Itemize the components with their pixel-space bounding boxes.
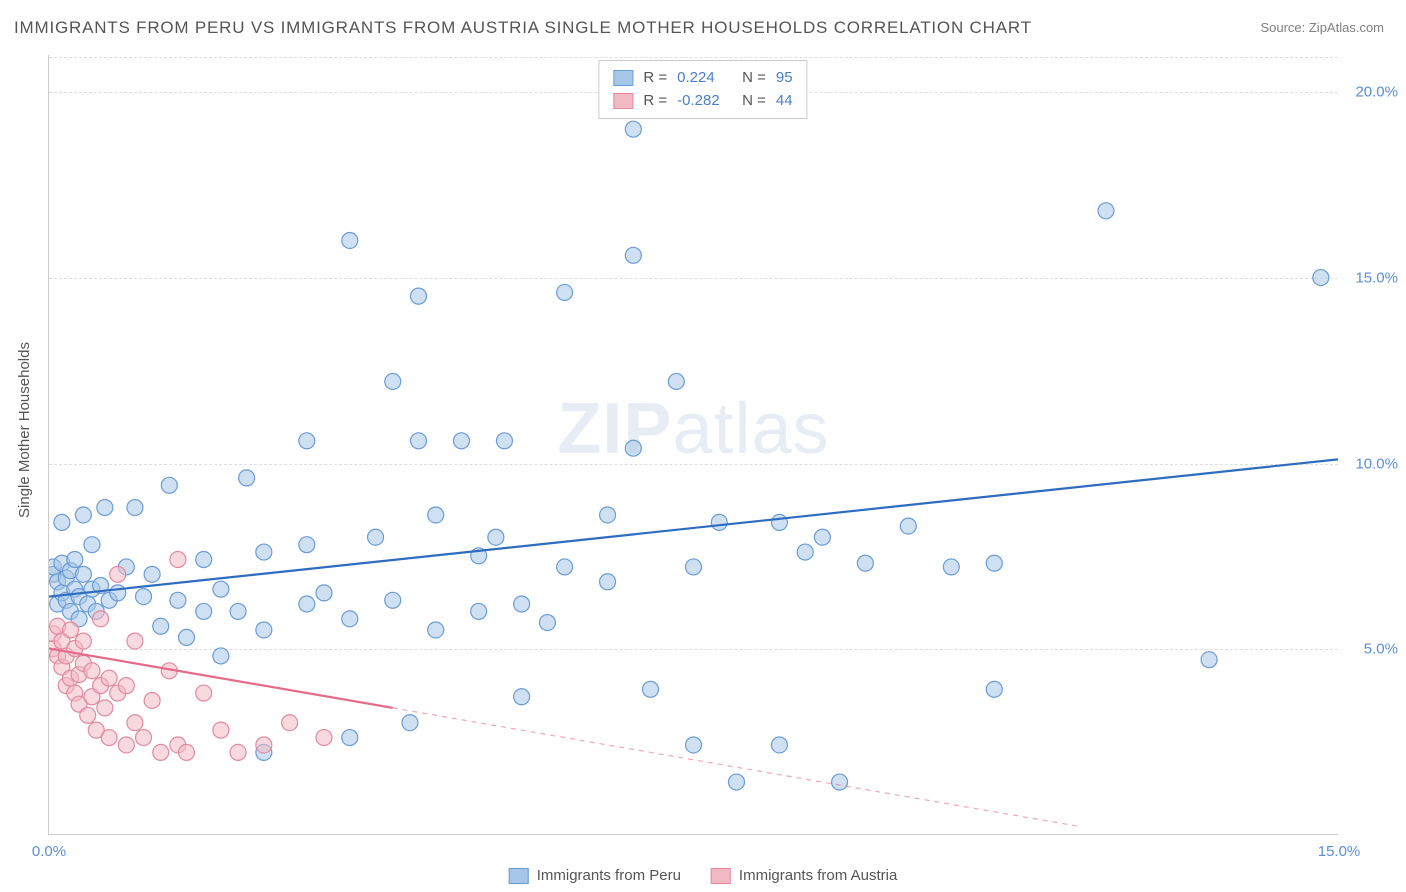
x-tick-label: 0.0% xyxy=(32,843,66,860)
legend-label-peru: Immigrants from Peru xyxy=(537,867,681,884)
legend-label-austria: Immigrants from Austria xyxy=(739,867,897,884)
n-value-austria: 44 xyxy=(776,90,793,113)
n-value-peru: 95 xyxy=(776,67,793,90)
swatch-austria xyxy=(613,93,633,109)
r-value-austria: -0.282 xyxy=(677,90,732,113)
legend-item-peru: Immigrants from Peru xyxy=(509,867,681,884)
y-tick-label: 20.0% xyxy=(1355,84,1398,101)
legend-row-austria: R = -0.282 N = 44 xyxy=(613,90,792,113)
chart-svg xyxy=(49,55,1338,834)
legend-item-austria: Immigrants from Austria xyxy=(711,867,897,884)
swatch-peru-icon xyxy=(509,868,529,884)
r-value-peru: 0.224 xyxy=(677,67,732,90)
x-tick-label: 15.0% xyxy=(1318,843,1361,860)
plot-area: ZIPatlas 5.0%10.0%15.0%20.0%0.0%15.0% xyxy=(48,55,1338,835)
legend-correlation: R = 0.224 N = 95 R = -0.282 N = 44 xyxy=(598,60,807,119)
legend-series: Immigrants from Peru Immigrants from Aus… xyxy=(509,867,898,884)
y-axis-label: Single Mother Households xyxy=(16,342,33,518)
y-tick-label: 5.0% xyxy=(1364,641,1398,658)
swatch-peru xyxy=(613,70,633,86)
y-tick-label: 15.0% xyxy=(1355,269,1398,286)
legend-row-peru: R = 0.224 N = 95 xyxy=(613,67,792,90)
source-attribution: Source: ZipAtlas.com xyxy=(1260,20,1384,35)
y-tick-label: 10.0% xyxy=(1355,455,1398,472)
swatch-austria-icon xyxy=(711,868,731,884)
chart-title: IMMIGRANTS FROM PERU VS IMMIGRANTS FROM … xyxy=(14,18,1032,38)
